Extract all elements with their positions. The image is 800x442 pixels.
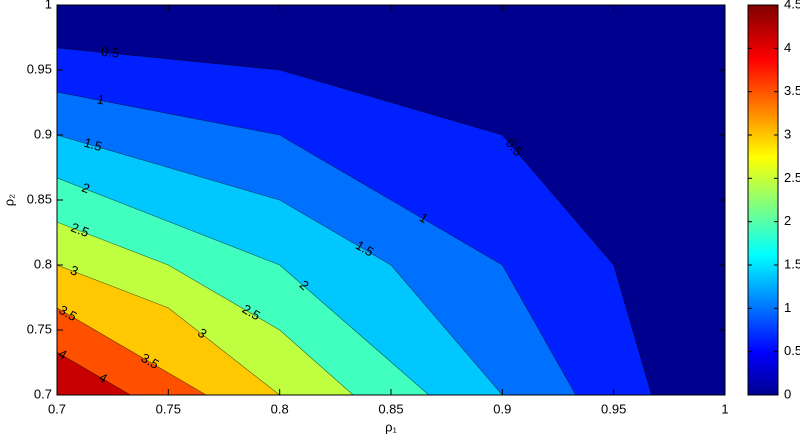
x-tick-label: 0.85 [378, 401, 403, 416]
contour-line [57, 264, 280, 395]
colorbar-tick-label: 0.5 [784, 343, 800, 358]
x-tick-label: 1 [721, 401, 728, 416]
y-axis-label: ρ₂ [1, 194, 16, 206]
colorbar-tick-label: 1.5 [784, 256, 800, 271]
colorbar-tick-label: 3.5 [784, 83, 800, 98]
x-tick-label: 0.9 [493, 401, 511, 416]
contour-label: 1 [96, 91, 106, 107]
contour-label: 1.5 [82, 135, 104, 154]
y-tick-label: 0.95 [27, 61, 52, 76]
y-tick-label: 0.9 [34, 126, 52, 141]
contour-label: 0.5 [100, 44, 119, 61]
y-tick-label: 0.8 [34, 256, 52, 271]
x-axis-label: ρ₁ [385, 419, 397, 434]
contour-line [57, 221, 354, 395]
contour-line [57, 47, 652, 395]
contour-line [57, 177, 430, 395]
x-tick-label: 0.8 [271, 401, 289, 416]
colorbar-tick-label: 3 [784, 126, 791, 141]
colorbar [747, 4, 779, 396]
y-tick-label: 1 [45, 0, 52, 11]
contour-fill [57, 5, 725, 395]
contour-line [57, 134, 503, 395]
contour-label: 3.5 [56, 302, 79, 324]
contour-label: 2.5 [69, 220, 91, 240]
colorbar-tick-label: 2 [784, 213, 791, 228]
x-tick-label: 0.95 [601, 401, 626, 416]
colorbar-tick-label: 4 [784, 40, 791, 55]
colorbar-tick-label: 2.5 [784, 170, 800, 185]
colorbar-tick-label: 0 [784, 386, 791, 401]
colorbar-tick-label: 4.5 [784, 0, 800, 11]
y-tick-label: 0.7 [34, 386, 52, 401]
contour-line [57, 91, 577, 395]
x-tick-label: 0.75 [156, 401, 181, 416]
colorbar-tick-label: 1 [784, 300, 791, 315]
y-tick-label: 0.75 [27, 321, 52, 336]
contour-line [57, 307, 207, 395]
y-tick-label: 0.85 [27, 191, 52, 206]
x-tick-label: 0.7 [48, 401, 66, 416]
contour-line [57, 351, 131, 395]
